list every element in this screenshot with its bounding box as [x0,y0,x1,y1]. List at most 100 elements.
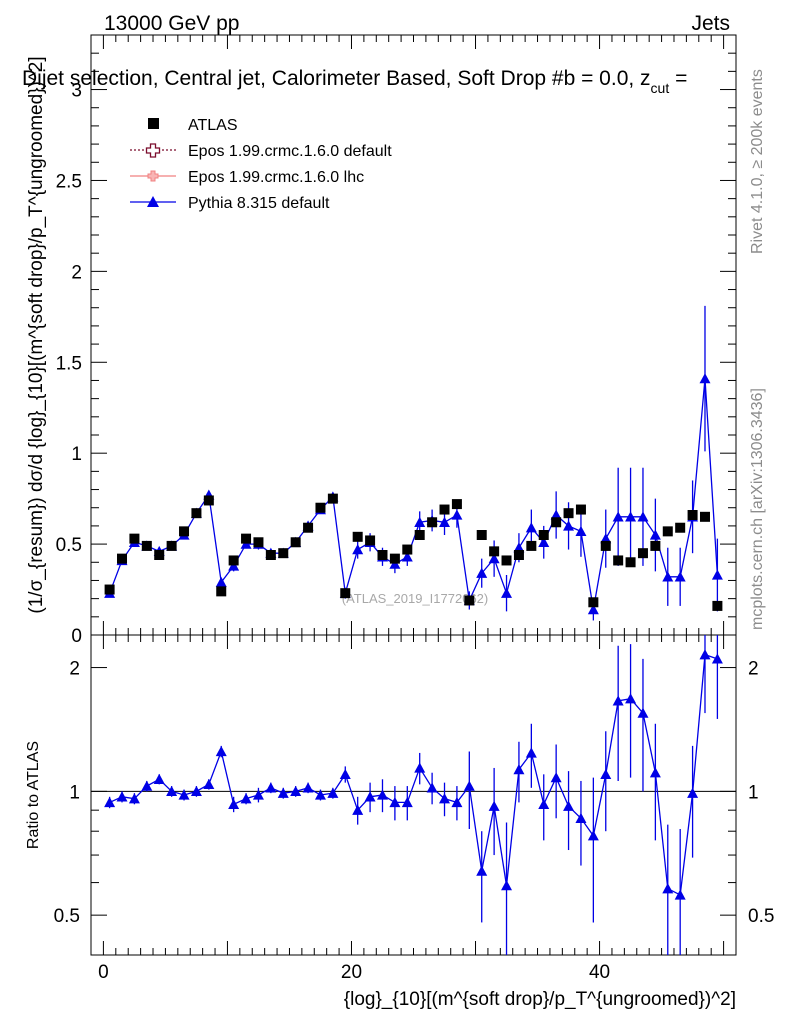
pythia-main-point [451,509,463,520]
pythia-ratio-point [550,772,562,783]
pythia-ratio-point [141,780,153,791]
main-y-tick-label: 1.5 [56,353,82,374]
pythia-ratio-point [625,693,637,704]
atlas-main-point [352,531,363,542]
pythia-ratio-point [401,796,413,808]
pythia-ratio-point [687,787,699,798]
pythia-ratio-point [488,800,500,811]
legend-label-epos-default: Epos 1.99.crmc.1.6.0 default [188,143,392,160]
atlas-main-point [191,508,202,519]
plot-title-sub: cut [651,80,670,96]
pythia-ratio-point [513,764,525,775]
atlas-main-point [662,526,673,537]
legend-marker-epos-default [145,143,161,158]
ratio-y-tick-label-right: 1 [748,782,759,803]
atlas-main-point [712,600,723,611]
atlas-main-point [699,511,710,522]
atlas-main-point [526,540,537,551]
atlas-main-point [439,504,450,515]
atlas-main-point [600,540,611,551]
pythia-main-point [352,544,364,555]
atlas-main-point [513,550,524,560]
atlas-main-point [414,530,425,540]
pythia-main-point [550,509,562,520]
pythia-main-point [538,536,550,547]
pythia-ratio-point [153,773,165,784]
plot-title-main: Dijet selection, Central jet, Calorimete… [22,67,651,90]
ratio-y-tick-label: 1 [69,782,80,803]
pythia-ratio-point [662,883,674,894]
pythia-ratio-point [637,707,649,718]
pythia-main-point [575,525,587,537]
analysis-watermark: (ATLAS_2019_I1772062) [342,591,488,606]
pythia-ratio-point [190,785,202,797]
atlas-main-point [451,499,462,510]
pythia-ratio-point [178,789,190,800]
atlas-main-point [303,522,314,533]
pythia-ratio-point [302,782,314,793]
pythia-main-point [674,571,686,582]
pythia-main-point [637,511,649,522]
pythia-main-point [240,538,252,549]
atlas-main-point [613,555,624,566]
atlas-main-point [179,526,190,537]
legend-label-epos-lhc: Epos 1.99.crmc.1.6.0 lhc [188,169,364,186]
pythia-ratio-point [352,804,364,815]
pythia-ratio-point [228,798,240,809]
pythia-ratio-point [525,747,537,758]
pythia-ratio-point [240,793,252,804]
pythia-main-point [389,558,401,569]
pythia-ratio-point [376,789,388,800]
pythia-ratio-point [711,653,723,664]
x-tick-label: 20 [341,962,362,983]
atlas-main-point [501,555,512,566]
legend-marker-pythia [147,196,159,207]
pythia-ratio-point [116,791,128,802]
pythia-ratio-point [203,778,215,790]
pythia-main-point [501,587,513,598]
main-y-tick-label: 0 [71,626,82,647]
pythia-main-point [414,516,426,527]
atlas-main-point [327,493,338,504]
pythia-ratio-line [109,653,718,896]
pythia-main-point [587,604,599,615]
atlas-main-point [389,553,400,564]
pythia-ratio-point [426,782,438,793]
pythia-ratio-point [128,793,140,804]
pythia-main-point [625,511,637,522]
main-y-tick-label: 2 [71,262,82,283]
atlas-main-point [290,537,301,548]
main-y-tick-label: 3 [71,81,82,102]
pythia-ratio-point [277,787,289,798]
atlas-main-point [241,533,252,544]
pythia-main-point [600,533,612,544]
legend-label-atlas: ATLAS [188,117,238,134]
pythia-main-point [711,569,723,580]
atlas-main-point [203,495,214,506]
main-y-tick-label: 0.5 [56,535,82,556]
ratio-panel-frame [90,634,737,956]
pythia-ratio-point [104,796,116,808]
atlas-main-point [278,548,289,559]
pythia-ratio-point [389,796,401,808]
atlas-main-point [228,555,239,566]
atlas-main-point [427,517,438,528]
x-tick-label: 0 [98,962,109,983]
pythia-ratio-point [215,746,227,757]
pythia-main-line [108,378,719,610]
atlas-main-point [551,517,562,528]
legend: ATLAS Epos 1.99.crmc.1.6.0 default Epos … [130,117,392,212]
ratio-y-tick-label-right: 2 [748,659,759,680]
atlas-main-point [575,504,586,515]
atlas-main-point [129,533,140,544]
pythia-ratio-point [575,812,587,823]
pythia-main-point [649,529,661,540]
ratio-y-tick-label-right: 0.5 [748,906,774,927]
x-tick-label: 40 [589,962,610,983]
pythia-ratio-point [166,785,178,797]
pythia-main-point [563,520,575,531]
pythia-ratio-point [451,796,463,808]
pythia-ratio-point [327,787,339,798]
pythia-ratio-point [587,830,599,841]
pythia-ratio-point [538,798,550,809]
